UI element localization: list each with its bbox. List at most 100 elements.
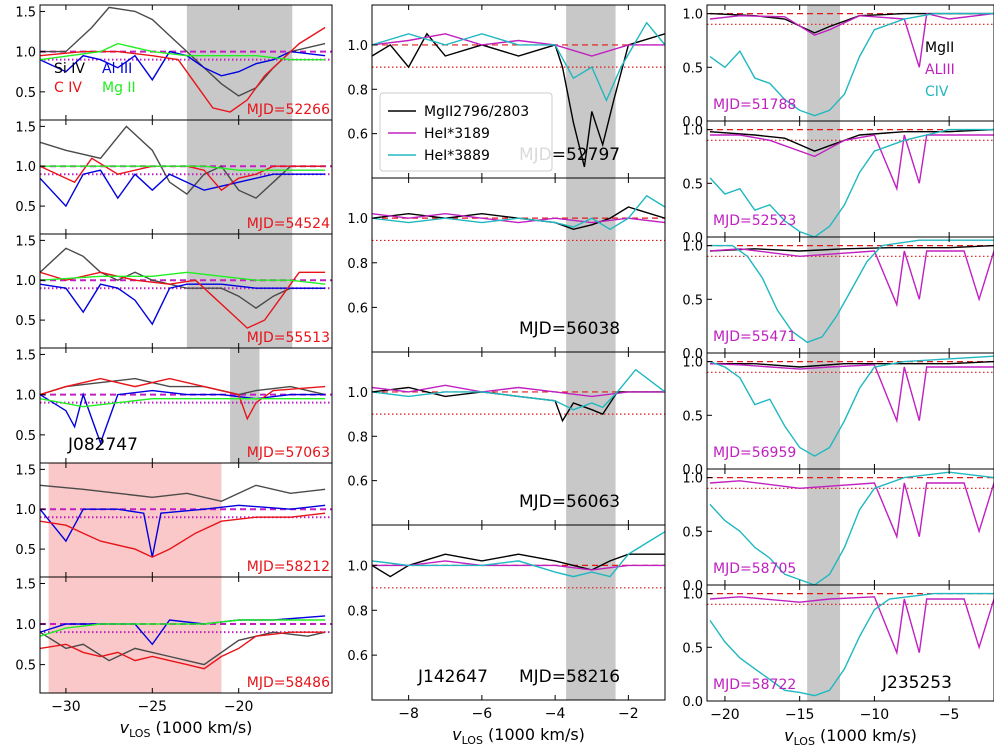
x-tick-label: −25 [138, 699, 168, 715]
x-tick-label: −30 [51, 699, 81, 715]
y-tick-label: 1.0 [682, 356, 703, 371]
series-line-si-iv [40, 377, 326, 396]
y-tick-label: 0.5 [15, 314, 36, 329]
series-line-hei-3889 [372, 21, 665, 103]
absorption-shade-region [807, 121, 841, 237]
series-line-aliii [710, 134, 994, 192]
y-tick-label: 0.5 [682, 641, 703, 656]
series-line-mg-ii [40, 619, 326, 637]
series-line-hei-3189 [372, 212, 665, 224]
x-tick-label: −2 [618, 706, 639, 722]
series-line-c-iv [40, 26, 326, 113]
mjd-label: MJD=55471 [713, 329, 796, 345]
mjd-label: MJD=58722 [713, 677, 796, 693]
series-line-civ [709, 355, 994, 457]
y-tick-label: 1.0 [15, 160, 36, 175]
y-tick-label: 1.0 [15, 46, 36, 61]
series-line-si-iv [40, 125, 326, 199]
y-tick-label: 1.0 [15, 389, 36, 404]
series-line-civ [709, 471, 994, 585]
y-tick-label: 0.0 [682, 347, 703, 362]
mjd-label: MJD=58212 [247, 559, 330, 575]
series-line-al-iii [40, 283, 326, 326]
series-line-mg-ii [40, 271, 326, 285]
y-tick-label: 1.0 [15, 274, 36, 289]
panel-frame [371, 524, 666, 701]
y-tick-label: 0.0 [682, 231, 703, 246]
absorption-shade-region [186, 5, 293, 120]
y-tick-label: 1.5 [15, 234, 36, 249]
series-line-aliii [709, 248, 994, 308]
y-tick-label: 0.5 [15, 200, 36, 215]
legend-entry: MgII2796/2803 [424, 104, 529, 120]
series-line-mgii2796-2803 [372, 32, 665, 168]
legend-entry: HeI*3189 [424, 126, 490, 142]
x-axis-label: vLOS (1000 km/s) [784, 726, 917, 748]
series-line-mgii [709, 244, 994, 252]
series-line-civ [709, 592, 994, 697]
x-axis-label: vLOS (1000 km/s) [120, 718, 253, 740]
x-axis-label: vLOS (1000 km/s) [452, 725, 585, 747]
x-tick-label: −5 [939, 707, 960, 723]
legend-entry: ALIII [925, 62, 955, 78]
absorption-shade-region [186, 120, 293, 234]
legend-box [379, 92, 553, 172]
y-tick-label: 0.0 [682, 115, 703, 130]
series-line-hei-3889 [372, 531, 665, 578]
series-line-mg-ii [40, 42, 326, 61]
mjd-label: MJD=58216 [519, 667, 620, 687]
y-tick-label: 0.5 [682, 409, 703, 424]
absorption-shade-region [48, 577, 222, 693]
legend-entry: MgII [925, 40, 954, 56]
y-tick-label: 1.0 [347, 559, 368, 574]
y-tick-label: 1.5 [15, 5, 36, 20]
y-tick-label: 0.0 [682, 695, 703, 710]
legend-entry: CIV [925, 84, 949, 100]
y-tick-label: 1.0 [682, 124, 703, 139]
y-tick-label: 0.5 [15, 429, 36, 444]
y-tick-label: 0.0 [682, 463, 703, 478]
y-tick-label: 1.0 [682, 240, 703, 255]
series-line-aliii [709, 363, 994, 424]
series-line-si-iv [40, 6, 326, 97]
mjd-label: MJD=55513 [247, 330, 330, 346]
mjd-label: MJD=52523 [713, 213, 796, 229]
series-line-hei-3189 [372, 33, 665, 57]
y-tick-label: 0.5 [15, 659, 36, 674]
mjd-label: MJD=51788 [713, 97, 796, 113]
y-tick-label: 1.0 [682, 472, 703, 487]
series-line-al-iii [40, 169, 326, 208]
y-tick-label: 0.6 [347, 649, 368, 664]
y-tick-label: 1.0 [347, 39, 368, 54]
x-tick-label: −10 [860, 707, 890, 723]
absorption-shade-region [566, 352, 616, 525]
absorption-shade-region [48, 463, 222, 577]
y-tick-label: 0.6 [347, 475, 368, 490]
object-label: J235253 [881, 673, 952, 693]
series-line-hei-3189 [372, 560, 665, 571]
x-tick-label: −8 [398, 706, 419, 722]
mjd-label: MJD=56063 [519, 492, 620, 512]
series-line-mgii [709, 128, 994, 152]
x-tick-label: −20 [224, 699, 254, 715]
series-line-mg-ii [40, 398, 326, 408]
y-tick-label: 1.0 [682, 588, 703, 603]
y-tick-label: 1.0 [15, 618, 36, 633]
legend-entry: HeI*3889 [424, 148, 490, 164]
series-line-c-iv [40, 157, 326, 192]
absorption-shade-region [807, 585, 841, 701]
absorption-shade-region [566, 178, 616, 352]
y-tick-label: 1.5 [15, 577, 36, 592]
absorption-shade-region [186, 234, 293, 348]
mjd-label: MJD=52266 [247, 102, 330, 118]
y-tick-label: 1.0 [347, 386, 368, 401]
legend-entry: Mg II [102, 80, 136, 96]
y-tick-label: 0.8 [347, 257, 368, 272]
y-tick-label: 0.0 [682, 579, 703, 594]
x-tick-label: −6 [472, 706, 493, 722]
mjd-label: MJD=58486 [247, 675, 330, 691]
y-tick-label: 0.5 [15, 86, 36, 101]
series-line-civ [709, 12, 994, 117]
series-line-mgii2796-2803 [372, 553, 665, 578]
